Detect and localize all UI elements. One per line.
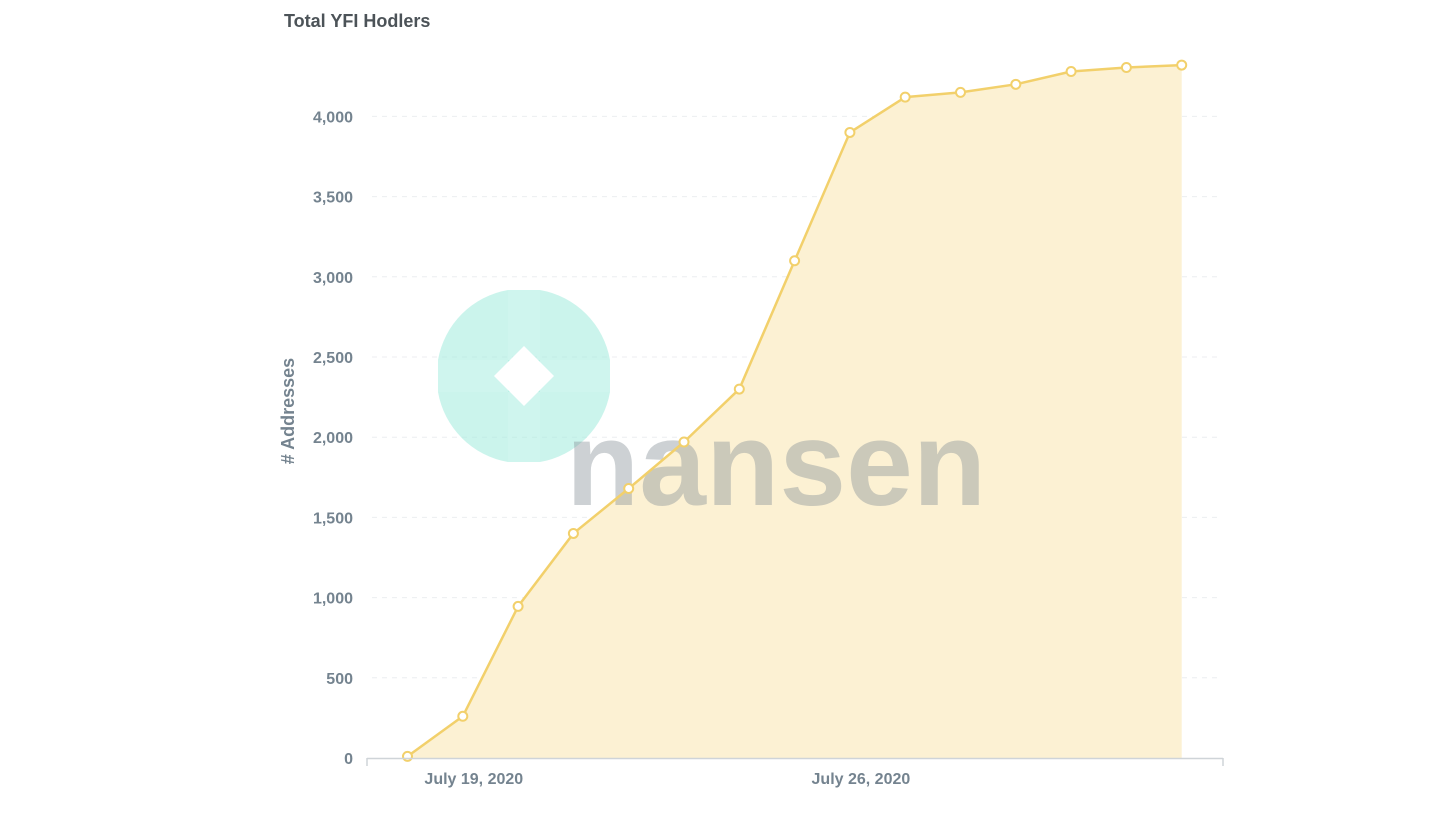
area-fill bbox=[407, 65, 1182, 758]
data-point bbox=[512, 600, 524, 612]
data-point bbox=[402, 750, 413, 762]
data-point bbox=[733, 383, 745, 395]
y-tick-label: 2,500 bbox=[313, 350, 353, 367]
nansen-logo-icon bbox=[438, 290, 610, 462]
data-point bbox=[678, 436, 690, 448]
data-point bbox=[457, 710, 469, 722]
data-point bbox=[1010, 78, 1022, 90]
data-point bbox=[955, 86, 966, 98]
nansen-watermark: nansen bbox=[438, 290, 986, 531]
x-tick-label: July 19, 2020 bbox=[424, 771, 523, 788]
y-tick-label: 500 bbox=[326, 671, 353, 688]
y-tick-label: 1,000 bbox=[313, 591, 353, 608]
data-point bbox=[789, 255, 801, 267]
x-axis-ticks: July 19, 2020 July 26, 2020 bbox=[424, 771, 910, 788]
x-axis bbox=[366, 757, 1224, 766]
data-point bbox=[623, 483, 635, 495]
data-point bbox=[899, 91, 911, 103]
watermark-text: nansen bbox=[566, 397, 986, 531]
data-point bbox=[844, 126, 856, 138]
data-point bbox=[1065, 65, 1077, 77]
data-points bbox=[402, 59, 1188, 762]
area-layer bbox=[407, 65, 1182, 758]
y-axis-ticks: 0 500 1,000 1,500 2,000 2,500 3,000 3,500 4,000 bbox=[313, 109, 353, 768]
y-tick-label: 3,500 bbox=[313, 190, 353, 207]
data-point bbox=[567, 527, 579, 539]
y-tick-label: 2,000 bbox=[313, 430, 353, 447]
x-tick-label: July 26, 2020 bbox=[812, 771, 911, 788]
y-tick-label: 1,500 bbox=[313, 510, 353, 527]
y-tick-label: 4,000 bbox=[313, 109, 353, 126]
y-tick-label: 3,000 bbox=[313, 270, 353, 287]
chart-title: Total YFI Hodlers bbox=[284, 11, 431, 31]
data-point bbox=[1176, 59, 1188, 71]
y-axis-label: # Addresses bbox=[278, 358, 298, 464]
y-tick-label: 0 bbox=[344, 751, 353, 768]
data-point bbox=[1120, 61, 1132, 73]
